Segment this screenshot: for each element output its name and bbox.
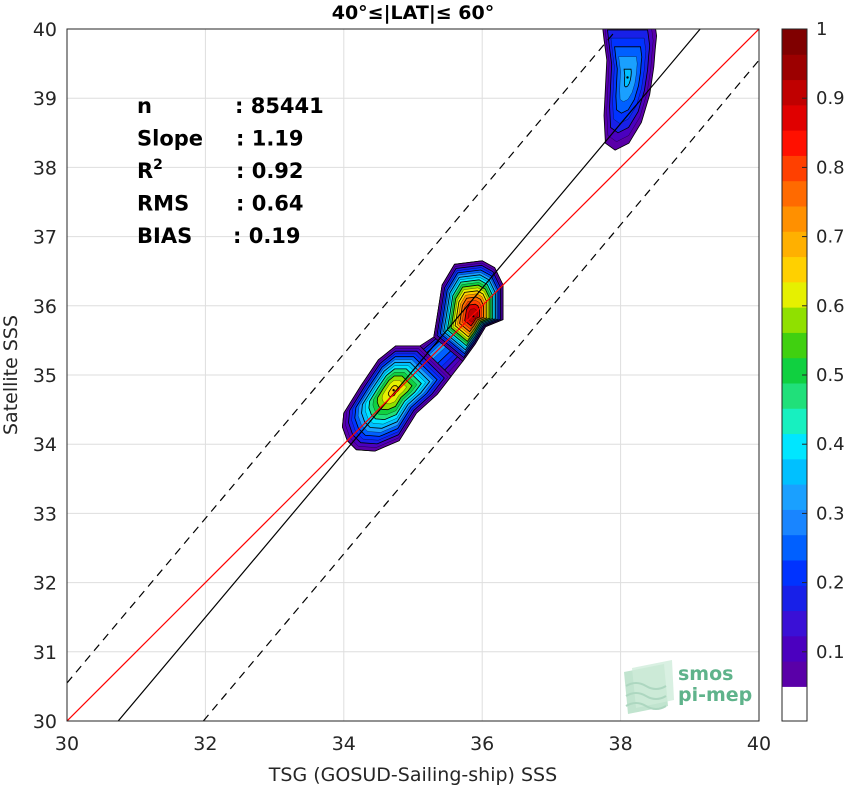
colorbar-cell bbox=[782, 332, 807, 359]
stat-value: : 1.19 bbox=[236, 127, 304, 151]
y-tick-label: 40 bbox=[33, 19, 57, 41]
colorbar-cell bbox=[782, 231, 807, 258]
colorbar-tick-label: 1 bbox=[816, 19, 827, 40]
colorbar-tick-label: 0.9 bbox=[816, 88, 845, 109]
colorbar-cell bbox=[782, 585, 807, 612]
x-tick-label: 38 bbox=[609, 733, 633, 755]
colorbar-tick-label: 0.7 bbox=[816, 227, 845, 248]
y-tick-label: 38 bbox=[33, 157, 57, 179]
stat-superscript: 2 bbox=[153, 157, 163, 173]
logo-line1: smos bbox=[678, 663, 733, 685]
y-axis-label: Satellite SSS bbox=[0, 315, 22, 435]
plot-frame bbox=[66, 28, 760, 722]
colorbar-cell bbox=[782, 205, 807, 232]
logo-line2: pi-mep bbox=[678, 684, 752, 706]
colorbar-tick-label: 0.2 bbox=[816, 573, 845, 594]
colorbar-cell bbox=[782, 104, 807, 131]
stat-value: : 0.19 bbox=[233, 224, 301, 248]
x-tick-label: 32 bbox=[193, 733, 217, 755]
stat-label: BIAS bbox=[137, 224, 192, 248]
one-to-one-line bbox=[67, 29, 759, 721]
colorbar-tick-label: 0.1 bbox=[816, 642, 845, 663]
colorbar-bottom-cell bbox=[782, 686, 807, 721]
colorbar-cell bbox=[782, 256, 807, 283]
stat-value: : 0.92 bbox=[236, 159, 304, 183]
colorbar-cell bbox=[782, 661, 807, 687]
y-tick-label: 34 bbox=[33, 434, 57, 456]
colorbar-tick-label: 0.4 bbox=[816, 434, 845, 455]
colorbar-tick-label: 0.6 bbox=[816, 296, 845, 317]
colorbar-cell bbox=[782, 180, 807, 207]
x-tick-labels: 30 32 34 36 38 40 bbox=[55, 733, 771, 755]
stat-label: Slope bbox=[137, 127, 203, 151]
density-peak bbox=[626, 76, 629, 79]
colorbar-cell bbox=[782, 458, 807, 485]
y-tick-label: 33 bbox=[33, 503, 57, 525]
y-tick-label: 35 bbox=[33, 365, 57, 387]
colorbar-cell bbox=[782, 79, 807, 106]
colorbar-tick-labels: 0.1 0.2 0.3 0.4 0.5 0.6 0.7 0.8 0.9 1 bbox=[816, 19, 845, 663]
density-peak bbox=[392, 389, 395, 392]
stat-label: n bbox=[137, 94, 152, 118]
colorbar bbox=[781, 28, 808, 722]
reference-lines bbox=[67, 29, 759, 721]
y-tick-label: 36 bbox=[33, 296, 57, 318]
upper-dashed-line bbox=[67, 29, 618, 684]
colorbar-tick-label: 0.5 bbox=[816, 365, 845, 386]
colorbar-cell bbox=[782, 433, 807, 460]
logo-waves-icon bbox=[624, 660, 674, 714]
smos-logo: smos pi-mep bbox=[624, 660, 752, 714]
colorbar-cell bbox=[782, 382, 807, 409]
colorbar-cell bbox=[782, 307, 807, 333]
colorbar-cell bbox=[782, 559, 807, 586]
y-tick-labels: 30 31 32 33 34 35 36 37 38 39 40 bbox=[33, 19, 57, 733]
colorbar-tick-label: 0.8 bbox=[816, 157, 845, 178]
colorbar-cell bbox=[782, 610, 807, 637]
colorbar-cell bbox=[782, 29, 807, 55]
x-tick-label: 34 bbox=[332, 733, 356, 755]
lower-dashed-line bbox=[202, 59, 759, 721]
x-tick-label: 40 bbox=[747, 733, 771, 755]
colorbar-cell bbox=[782, 408, 807, 435]
chart-title: 40°≤|LAT|≤ 60° bbox=[332, 2, 495, 24]
colorbar-cell bbox=[782, 54, 807, 81]
colorbar-cell bbox=[782, 635, 807, 662]
x-axis-label: TSG (GOSUD-Sailing-ship) SSS bbox=[268, 764, 557, 786]
y-tick-label: 32 bbox=[33, 573, 57, 595]
y-tick-label: 30 bbox=[33, 711, 57, 733]
y-tick-label: 37 bbox=[33, 227, 57, 249]
stat-label: RMS bbox=[137, 192, 189, 216]
colorbar-cell bbox=[782, 155, 807, 182]
x-tick-label: 30 bbox=[55, 733, 79, 755]
y-tick-label: 31 bbox=[33, 642, 57, 664]
stat-value: : 0.64 bbox=[236, 192, 304, 216]
regression-line bbox=[117, 29, 701, 721]
colorbar-cell bbox=[782, 534, 807, 561]
colorbar-tick-label: 0.3 bbox=[816, 503, 845, 524]
colorbar-cell bbox=[782, 357, 807, 384]
y-tick-label: 39 bbox=[33, 88, 57, 110]
colorbar-cell bbox=[782, 484, 807, 510]
grid bbox=[67, 29, 759, 721]
colorbar-cell bbox=[782, 130, 807, 156]
stat-value: : 85441 bbox=[235, 94, 324, 118]
colorbar-cell bbox=[782, 281, 807, 308]
x-tick-label: 36 bbox=[470, 733, 494, 755]
